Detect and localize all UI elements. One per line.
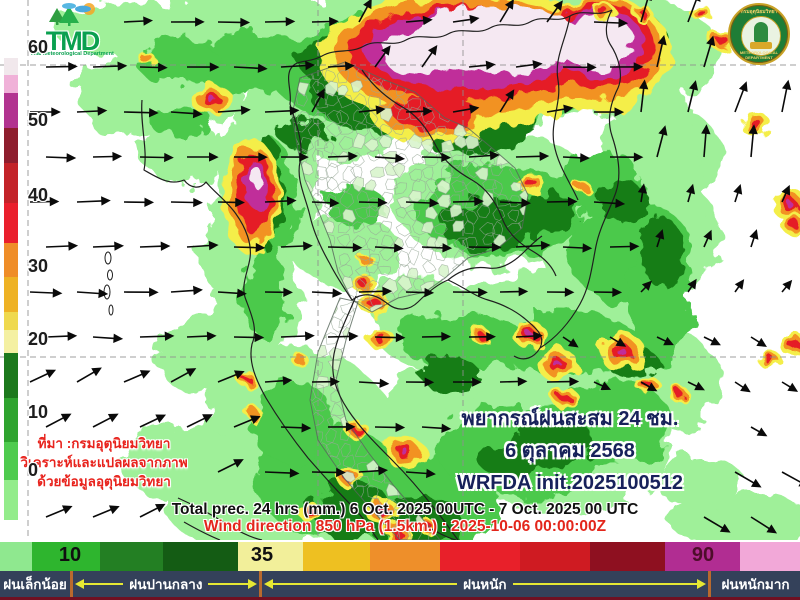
emblem-gold-base xyxy=(750,42,772,49)
forecast-title-block: พยากรณ์ฝนสะสม 24 ชม. 6 ตุลาคม 2568 WRFDA… xyxy=(432,403,708,499)
legend-color-strip: 10 35 90 xyxy=(0,542,800,571)
source-note: ที่มา :กรมอุตุนิยมวิทยา วิเคราะห์และแปลผ… xyxy=(12,435,196,492)
legend-category: ฝนหนักมาก xyxy=(711,571,800,597)
rain-legend: 10 35 90 ฝนเล็กน้อย ฝนปานกลาง ฝนหนัก ฝนหนักมา… xyxy=(0,542,800,600)
arrow-left-icon xyxy=(75,579,84,589)
legend-divider xyxy=(70,571,73,597)
source-note-line2: วิเคราะห์และแปลผลจากภาพ xyxy=(20,454,188,470)
department-emblem: กรมอุตุนิยมวิทยา METEOROLOGICAL DEPARTME… xyxy=(728,3,790,65)
legend-swatch xyxy=(370,542,440,571)
legend-swatch xyxy=(0,542,32,571)
scale-swatch xyxy=(4,277,18,312)
scale-label: 40 xyxy=(28,185,49,205)
legend-category-label: ฝนหนัก xyxy=(463,577,507,592)
legend-swatch xyxy=(440,542,520,571)
legend-threshold-label: 10 xyxy=(58,544,82,566)
scale-label: 50 xyxy=(28,110,49,130)
scale-swatch xyxy=(4,330,18,353)
scale-swatch xyxy=(4,128,18,163)
model-init-label: WRFDA init.2025100512 xyxy=(456,472,683,494)
arrow-right-icon xyxy=(247,579,257,589)
tmd-logo: TMD Thai Meteorological Department xyxy=(24,0,120,60)
legend-divider xyxy=(258,571,262,597)
scale-swatch xyxy=(4,398,18,442)
wind-direction-caption: Wind direction 850 hPa (1.5km.) : 2025-1… xyxy=(203,518,607,535)
legend-swatch xyxy=(32,542,100,571)
scale-label: 30 xyxy=(28,256,49,276)
scale-swatch xyxy=(4,243,18,277)
scale-swatch xyxy=(4,163,18,203)
legend-category-label: ฝนเล็กน้อย xyxy=(3,577,67,592)
scale-swatch xyxy=(4,442,18,480)
scale-label: 20 xyxy=(28,329,49,349)
scale-label: 0 xyxy=(28,460,39,480)
legend-swatch xyxy=(520,542,590,571)
scale-swatch xyxy=(4,480,18,520)
source-note-line3: ด้วยข้อมูลอุตุนิยมวิทยา xyxy=(37,473,171,489)
legend-swatch xyxy=(238,542,303,571)
arrow-left-icon xyxy=(263,579,273,589)
scale-swatch xyxy=(4,93,18,128)
legend-category: ฝนปานกลาง xyxy=(73,571,259,597)
arrow-right-icon xyxy=(697,579,707,589)
arrow-line xyxy=(208,583,248,585)
tmd-tagline: Thai Meteorological Department xyxy=(30,51,114,57)
tmd-logo-icon xyxy=(49,3,95,26)
scale-label: 60 xyxy=(28,37,49,57)
emblem-top-text: กรมอุตุนิยมวิทยา xyxy=(740,9,778,15)
map-canvas xyxy=(0,0,800,540)
legend-category-label: ฝนปานกลาง xyxy=(129,577,203,592)
legend-category-label: ฝนหนักมาก xyxy=(721,577,790,592)
forecast-date: 6 ตุลาคม 2568 xyxy=(505,440,635,462)
arrow-line xyxy=(84,583,124,585)
legend-category: ฝนหนัก xyxy=(262,571,708,597)
tmd-acronym: TMD xyxy=(45,26,100,56)
scale-swatch xyxy=(4,58,18,75)
total-precip-caption: Total prec. 24 hrs (mm.) 6 Oct. 2025 00U… xyxy=(171,501,639,518)
vertical-color-scale xyxy=(4,58,18,520)
legend-category-bar: ฝนเล็กน้อย ฝนปานกลาง ฝนหนัก ฝนหนักมาก xyxy=(0,571,800,597)
legend-swatch xyxy=(163,542,238,571)
legend-swatch xyxy=(303,542,370,571)
legend-threshold-label: 35 xyxy=(250,544,274,566)
scale-swatch xyxy=(4,312,18,330)
scale-swatch xyxy=(4,203,18,243)
legend-divider xyxy=(708,571,712,597)
arrow-line xyxy=(272,583,458,585)
legend-swatch xyxy=(740,542,800,571)
legend-swatch xyxy=(665,542,740,571)
emblem-deity-figure xyxy=(754,22,768,42)
source-note-line1: ที่มา :กรมอุตุนิยมวิทยา xyxy=(37,436,171,451)
arrow-line xyxy=(512,583,698,585)
emblem-bottom-text: METEOROLOGICAL DEPARTMENT xyxy=(739,50,779,60)
scale-label: 10 xyxy=(28,402,49,422)
legend-swatch xyxy=(100,542,163,571)
legend-threshold-label: 90 xyxy=(691,544,715,566)
legend-bottom-strip xyxy=(0,597,800,600)
legend-category: ฝนเล็กน้อย xyxy=(0,571,70,597)
precipitation-map: TMD Thai Meteorological Department กรมอุ… xyxy=(0,0,800,540)
legend-swatch xyxy=(590,542,665,571)
scale-swatch xyxy=(4,75,18,93)
scale-swatch xyxy=(4,353,18,398)
forecast-title: พยากรณ์ฝนสะสม 24 ชม. xyxy=(461,408,679,430)
